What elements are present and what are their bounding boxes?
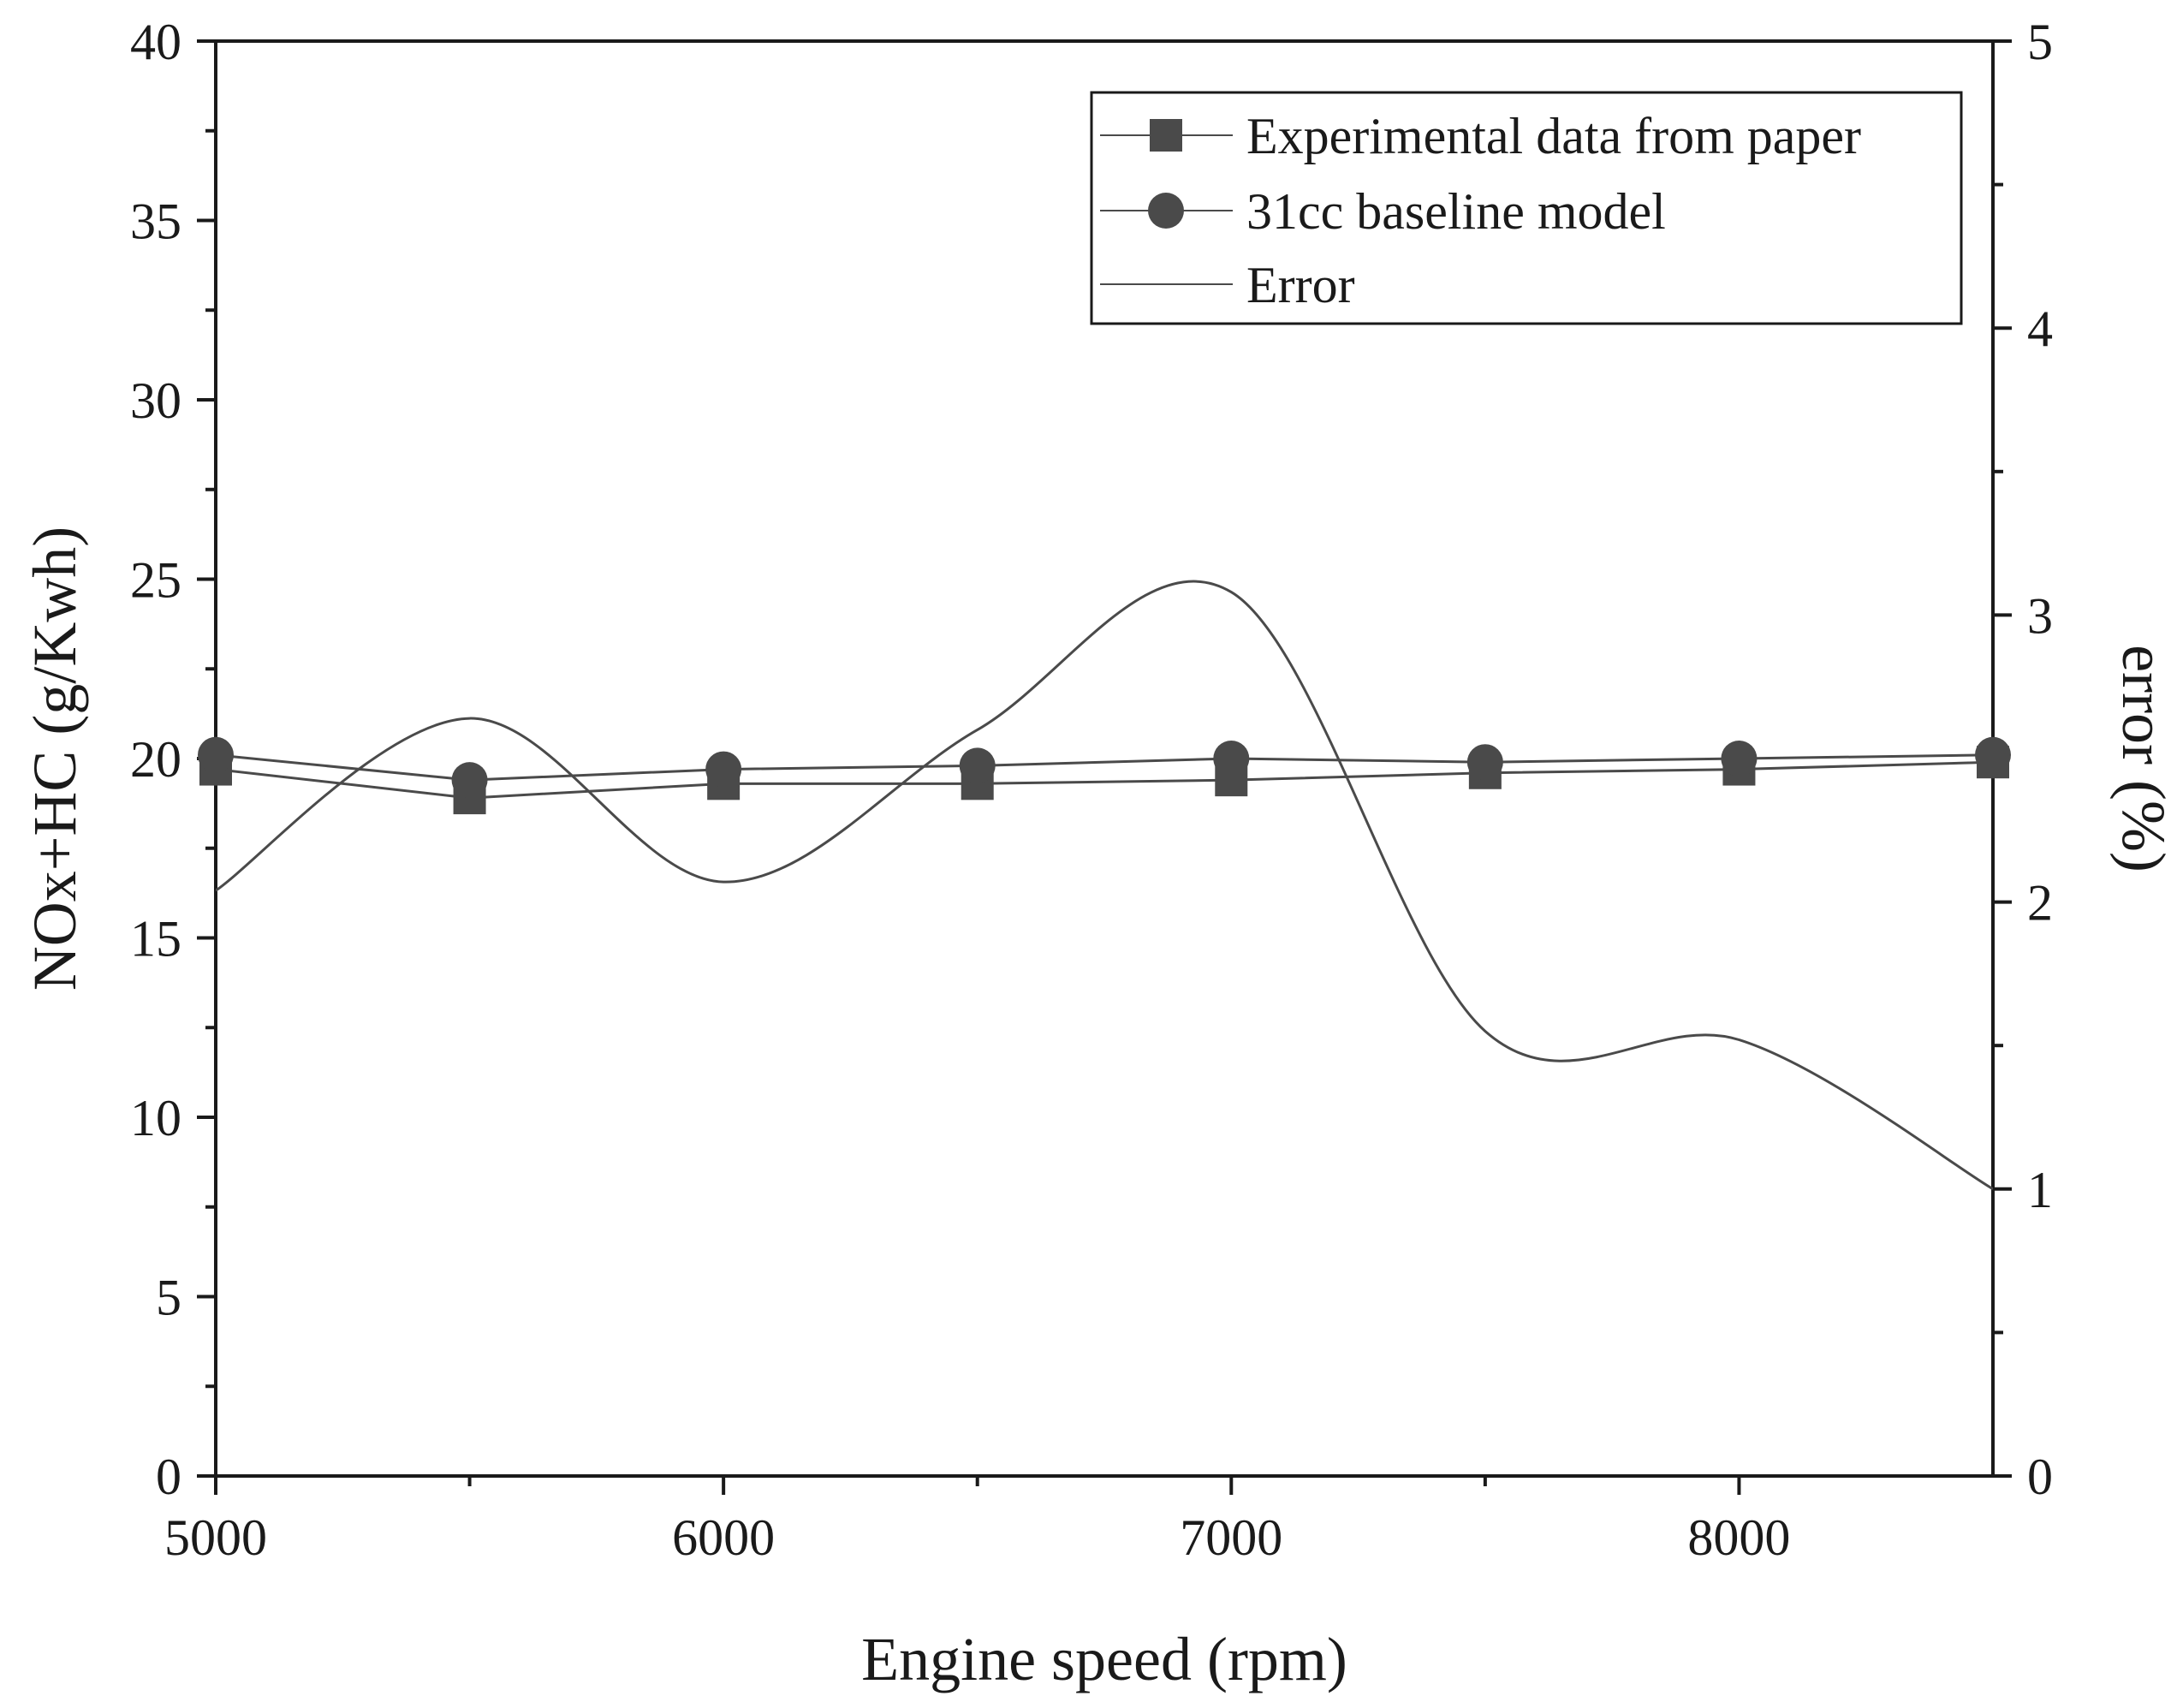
y2-tick-label: 3: [2027, 587, 2053, 644]
y-tick-label: 25: [130, 552, 181, 609]
data-point-baseline: [198, 736, 234, 773]
data-point-baseline: [1721, 741, 1758, 777]
y2-axis-title: error (%): [2109, 645, 2171, 872]
x-tick-label: 7000: [1180, 1509, 1282, 1566]
y-axis-title: NOx+HC (g/Kwh): [21, 527, 89, 991]
y2-tick-label: 5: [2027, 14, 2053, 70]
data-point-baseline: [705, 751, 742, 788]
data-point-baseline: [1213, 741, 1250, 777]
series-line-experimental: [215, 760, 1994, 800]
x-tick-label: 5000: [164, 1509, 267, 1566]
y-tick-label: 15: [130, 911, 181, 967]
x-tick-label: 8000: [1687, 1509, 1790, 1566]
axis-ticks: 5000 6000 7000 8000 0 5 10 15 20 25 30 35 40 0 1 2 3 4 5: [130, 14, 2053, 1566]
x-tick-label: 6000: [672, 1509, 775, 1566]
legend-label-baseline: 31cc baseline model: [1246, 183, 1666, 240]
legend-marker-circle-icon: [1148, 193, 1184, 229]
legend-box: [1090, 91, 1963, 325]
y2-tick-label: 0: [2027, 1449, 2053, 1505]
y2-tick-label: 2: [2027, 875, 2053, 931]
series-layer: [198, 580, 2011, 1191]
series-line-error: [216, 580, 1993, 1191]
data-point-baseline: [451, 762, 488, 799]
y-tick-label: 5: [156, 1270, 181, 1326]
y-tick-label: 35: [130, 193, 181, 250]
data-point-baseline: [1466, 744, 1503, 781]
y2-tick-label: 1: [2027, 1162, 2053, 1218]
data-point-baseline: [959, 747, 996, 784]
legend-label-experimental: Experimental data from paper: [1246, 108, 1861, 164]
y-tick-label: 20: [130, 731, 181, 788]
x-axis-title: Engine speed (rpm): [861, 1625, 1347, 1693]
series-line-baseline: [215, 753, 1994, 782]
y-tick-label: 10: [130, 1090, 181, 1146]
legend: Experimental data from paper 31cc baseli…: [1090, 91, 1963, 325]
y-tick-label: 30: [130, 372, 181, 429]
legend-label-error: Error: [1246, 257, 1355, 313]
data-point-baseline: [1975, 736, 2011, 773]
legend-marker-square-icon: [1150, 119, 1182, 152]
y2-tick-label: 4: [2027, 301, 2053, 357]
y-tick-label: 0: [156, 1449, 181, 1505]
y-tick-label: 40: [130, 14, 181, 70]
